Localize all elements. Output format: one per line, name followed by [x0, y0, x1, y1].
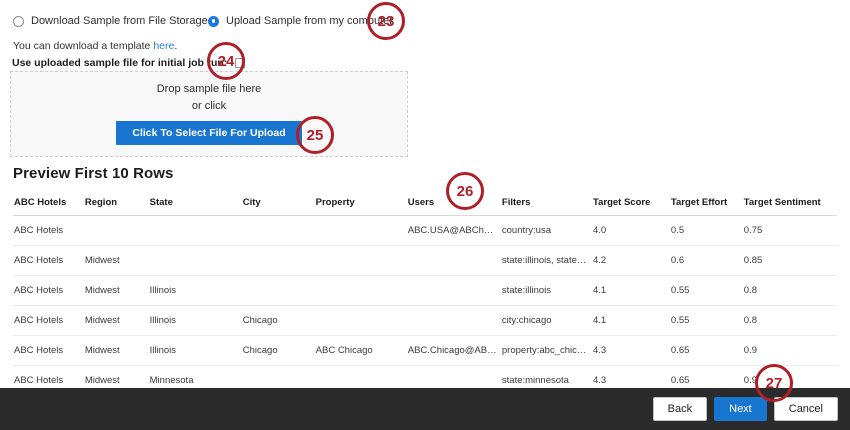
- preview-section-title: Preview First 10 Rows: [13, 165, 174, 182]
- template-download-note: You can download a template here.: [13, 40, 177, 52]
- column-header-state: State: [148, 193, 242, 216]
- table-row: ABC Hotels Midwest Illinois state:illino…: [13, 275, 837, 306]
- cell-region: Midwest: [83, 335, 149, 366]
- radio-option-upload-from-computer[interactable]: Upload Sample from my computer: [208, 15, 393, 27]
- next-button[interactable]: Next: [714, 397, 767, 421]
- preview-table-header: ABC Hotels Region State City Property Us…: [13, 193, 837, 216]
- cell-state: [148, 215, 242, 246]
- initial-job-run-option[interactable]: Use uploaded sample file for initial job…: [12, 57, 246, 69]
- cell-property: ABC Chicago: [314, 335, 407, 366]
- cell-users: ABC.Chicago@AB…: [406, 335, 501, 366]
- cell-city: Chicago: [241, 335, 315, 366]
- cell-filters: country:usa: [500, 215, 592, 246]
- table-row: ABC Hotels Midwest state:illinois, state…: [13, 245, 837, 276]
- cell-target-sentiment: 0.85: [742, 245, 837, 276]
- column-header-property: Property: [314, 193, 407, 216]
- column-header-target-sentiment: Target Sentiment: [742, 193, 837, 216]
- cell-target-score: 4.3: [591, 335, 670, 366]
- column-header-entity: ABC Hotels: [13, 193, 84, 216]
- cell-filters: property:abc_chic…: [500, 335, 592, 366]
- radio-upload-from-computer[interactable]: [208, 15, 219, 27]
- cell-property: [314, 215, 407, 246]
- cell-target-effort: 0.6: [669, 245, 743, 276]
- cell-state: Illinois: [148, 275, 242, 306]
- preview-table: ABC Hotels Region State City Property Us…: [13, 193, 837, 425]
- table-header-row: ABC Hotels Region State City Property Us…: [13, 193, 837, 216]
- cell-property: [314, 275, 407, 306]
- cell-state: Illinois: [148, 305, 242, 336]
- template-note-prefix: You can download a template: [13, 40, 154, 52]
- initial-job-run-label: Use uploaded sample file for initial job…: [12, 57, 228, 69]
- cell-users: ABC.USA@ABCho…: [406, 215, 501, 246]
- table-row: ABC Hotels Midwest Illinois Chicago city…: [13, 305, 837, 336]
- cell-target-score: 4.1: [591, 305, 670, 336]
- cell-filters: city:chicago: [500, 305, 592, 336]
- preview-table-body: ABC Hotels ABC.USA@ABCho… country:usa 4.…: [13, 215, 837, 426]
- sample-source-row: Download Sample from File Storage Upload…: [0, 0, 850, 34]
- cell-target-effort: 0.5: [669, 215, 743, 246]
- cell-target-effort: 0.55: [669, 275, 743, 306]
- cell-target-effort: 0.55: [669, 305, 743, 336]
- radio-download-from-storage[interactable]: [13, 15, 24, 27]
- cell-users: [406, 305, 501, 336]
- column-header-target-score: Target Score: [591, 193, 670, 216]
- radio-label-download-from-storage: Download Sample from File Storage: [31, 15, 208, 27]
- radio-label-upload-from-computer: Upload Sample from my computer: [226, 15, 393, 27]
- column-header-region: Region: [83, 193, 149, 216]
- template-note-suffix: .: [174, 40, 178, 52]
- column-header-filters: Filters: [500, 193, 592, 216]
- radio-option-download-from-storage[interactable]: Download Sample from File Storage: [13, 15, 208, 27]
- cell-target-score: 4.2: [591, 245, 670, 276]
- initial-job-run-checkbox[interactable]: [235, 58, 246, 68]
- cell-target-sentiment: 0.8: [742, 305, 837, 336]
- cell-entity: ABC Hotels: [13, 335, 84, 366]
- cell-region: Midwest: [83, 245, 149, 276]
- file-dropzone[interactable]: Drop sample file here or click Click To …: [10, 71, 408, 157]
- template-here-link[interactable]: here: [153, 40, 175, 52]
- cell-entity: ABC Hotels: [13, 305, 84, 336]
- back-button[interactable]: Back: [652, 397, 708, 421]
- cell-state: [148, 245, 242, 276]
- cell-target-sentiment: 0.9: [742, 335, 837, 366]
- cell-filters: state:illinois: [500, 275, 592, 306]
- cell-city: [241, 275, 315, 306]
- cell-users: [406, 245, 501, 276]
- cancel-button[interactable]: Cancel: [773, 397, 838, 421]
- dropzone-primary-text: Drop sample file here: [156, 83, 262, 95]
- table-row: ABC Hotels Midwest Illinois Chicago ABC …: [13, 335, 837, 366]
- cell-target-sentiment: 0.75: [742, 215, 837, 246]
- cell-city: Chicago: [241, 305, 315, 336]
- select-file-for-upload-button[interactable]: Click To Select File For Upload: [116, 121, 302, 145]
- cell-region: Midwest: [83, 305, 149, 336]
- cell-entity: ABC Hotels: [13, 245, 84, 276]
- wizard-footer-bar: Back Next Cancel: [0, 388, 850, 430]
- column-header-target-effort: Target Effort: [669, 193, 743, 216]
- cell-city: [241, 215, 315, 246]
- column-header-users: Users: [406, 193, 501, 216]
- cell-city: [241, 245, 315, 276]
- cell-target-score: 4.1: [591, 275, 670, 306]
- cell-property: [314, 305, 407, 336]
- cell-entity: ABC Hotels: [13, 275, 84, 306]
- cell-property: [314, 245, 407, 276]
- cell-target-score: 4.0: [591, 215, 670, 246]
- cell-target-effort: 0.65: [669, 335, 743, 366]
- cell-region: Midwest: [83, 275, 149, 306]
- cell-target-sentiment: 0.8: [742, 275, 837, 306]
- cell-users: [406, 275, 501, 306]
- cell-region: [83, 215, 149, 246]
- cell-filters: state:illinois, state:…: [500, 245, 592, 276]
- cell-state: Illinois: [148, 335, 242, 366]
- cell-entity: ABC Hotels: [13, 215, 84, 246]
- dropzone-secondary-text: or click: [191, 100, 227, 112]
- table-row: ABC Hotels ABC.USA@ABCho… country:usa 4.…: [13, 215, 837, 246]
- column-header-city: City: [241, 193, 315, 216]
